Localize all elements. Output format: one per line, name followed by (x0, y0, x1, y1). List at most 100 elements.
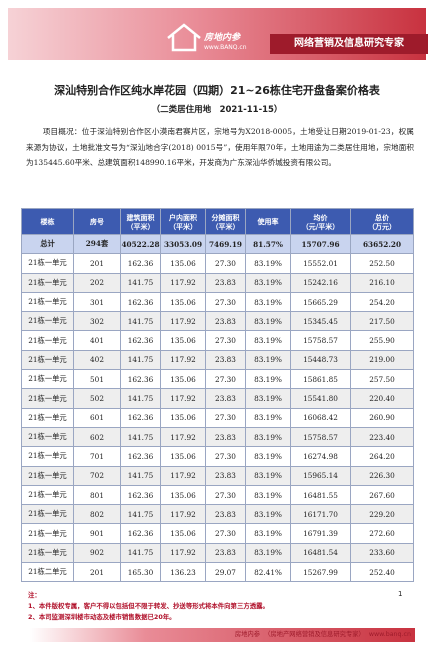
header-cell: 户内面积 （平米） (160, 208, 206, 235)
cell: 15965.14 (290, 465, 351, 486)
cell: 135.06 (160, 407, 206, 428)
cell: 141.75 (120, 465, 161, 486)
cell: 254.20 (350, 291, 414, 313)
cell: 27.30 (205, 291, 246, 313)
cell: 23.83 (205, 504, 246, 525)
cell: 83.19% (245, 465, 291, 486)
cell: 135.06 (160, 253, 206, 274)
footer-text: （房地产网络营销及信息研究专家） (264, 631, 365, 638)
cell: 16068.42 (290, 407, 351, 428)
data-row: 21栋一单元 201 162.36 135.06 27.30 83.19% 15552.01… (21, 253, 414, 274)
data-row: 21栋二单元 201 165.30 136.23 29.07 82.41% 15267.99… (21, 562, 414, 583)
cell: 83.19% (245, 253, 291, 274)
cell: 165.30 (120, 562, 161, 583)
cell: 801 (73, 484, 121, 506)
cell: 21栋一单元 (21, 349, 74, 371)
header-line: 分摊面积 (211, 212, 240, 222)
footer-url: www.banq.cn (368, 631, 411, 638)
cell: 15541.80 (290, 388, 351, 409)
cell: 302 (73, 311, 121, 332)
cell: 162.36 (120, 446, 161, 467)
cell: 162.36 (120, 253, 161, 274)
notes-label: 注： (28, 591, 41, 599)
cell: 233.60 (350, 542, 414, 564)
header-line: （平米） (169, 221, 197, 231)
cell: 83.19% (245, 388, 291, 409)
cell: 135.06 (160, 523, 206, 544)
header-cell: 使用率 (245, 208, 291, 235)
cell: 401 (73, 330, 121, 351)
cell: 162.36 (120, 330, 161, 351)
notes: 注： 1、本件版权专属，客户不得以包括但不限于转发、抄送等形式将本件向第三方透露… (28, 590, 408, 623)
cell: 15665.29 (290, 291, 351, 313)
cell: 701 (73, 446, 121, 467)
cell: 216.10 (350, 272, 414, 293)
cell: 21栋一单元 (21, 330, 74, 351)
cell: 15448.73 (290, 349, 351, 371)
cell: 117.92 (160, 465, 206, 486)
cell: 83.19% (245, 446, 291, 467)
cell: 141.75 (120, 349, 161, 371)
cell: 901 (73, 523, 121, 544)
cell: 21栋二单元 (21, 562, 74, 583)
cell: 21栋一单元 (21, 484, 74, 506)
note: 1、本件版权专属，客户不得以包括但不限于转发、抄送等形式将本件向第三方透露。 (28, 602, 269, 610)
cell: 21栋一单元 (21, 407, 74, 428)
cell: 135.06 (160, 330, 206, 351)
cell: 226.30 (350, 465, 414, 486)
cell: 23.83 (205, 542, 246, 564)
cell: 21栋一单元 (21, 523, 74, 544)
header-line: 楼栋 (40, 217, 55, 226)
logo-icon (167, 23, 201, 52)
header-line: 总价 (375, 212, 389, 222)
logo-text: 房地内参 (204, 33, 241, 43)
cell: 117.92 (160, 311, 206, 332)
cell: 83.19% (245, 523, 291, 544)
cell: 15552.01 (290, 253, 351, 274)
cell: 83.19% (245, 349, 291, 371)
page-number: 1 (398, 590, 403, 598)
header-line: （平米） (211, 221, 240, 231)
cell: 83.19% (245, 407, 291, 428)
cell: 201 (73, 562, 121, 583)
cell: 117.92 (160, 388, 206, 409)
header-line: 建筑面积 (126, 212, 155, 222)
cell: 23.83 (205, 272, 246, 293)
data-row: 21栋一单元 601 162.36 135.06 27.30 83.19% 16068.42… (21, 407, 414, 428)
cell: 7469.19 (205, 233, 246, 255)
header-line: 房号 (90, 217, 104, 226)
cell: 15861.85 (290, 369, 351, 390)
cell: 117.92 (160, 426, 206, 448)
data-row: 21栋一单元 401 162.36 135.06 27.30 83.19% 15758.57… (21, 330, 414, 351)
header-line: （万元） (368, 221, 396, 231)
footer-brand: 房地内参 (234, 631, 261, 638)
cell: 15267.99 (290, 562, 351, 583)
cell: 83.19% (245, 291, 291, 313)
data-row: 21栋一单元 602 141.75 117.92 23.83 83.19% 15758.57… (21, 426, 414, 448)
cell: 27.30 (205, 484, 246, 506)
header-line: （平米） (126, 221, 155, 231)
cell: 301 (73, 291, 121, 313)
cell: 21栋一单元 (21, 465, 74, 486)
cell: 135.06 (160, 369, 206, 390)
cell: 252.40 (350, 562, 414, 583)
cell: 141.75 (120, 311, 161, 332)
cell: 总计 (21, 233, 74, 255)
cell: 252.50 (350, 253, 414, 274)
slogan: 网络营销及信息研究专家 (270, 34, 428, 54)
header-line: 使用率 (257, 217, 279, 226)
cell: 217.50 (350, 311, 414, 332)
cell: 23.83 (205, 465, 246, 486)
cell: 29.07 (205, 562, 246, 583)
cell: 229.20 (350, 504, 414, 525)
cell: 117.92 (160, 272, 206, 293)
price-table: 楼栋 房号 建筑面积 （平米） 户内面积 （平米） 分摊面积 （平米） 使用率 均价 （元/平米）总… (21, 208, 414, 583)
cell: 83.19% (245, 426, 291, 448)
subtitle: （二类居住用地 2021-11-15） (151, 105, 283, 115)
header-line: （元/平米） (301, 221, 340, 231)
data-row: 21栋一单元 502 141.75 117.92 23.83 83.19% 15541.80… (21, 388, 414, 409)
data-row: 21栋一单元 901 162.36 135.06 27.30 83.19% 16791.39… (21, 523, 414, 544)
cell: 202 (73, 272, 121, 293)
header-cell: 分摊面积 （平米） (205, 208, 246, 235)
cell: 23.83 (205, 311, 246, 332)
